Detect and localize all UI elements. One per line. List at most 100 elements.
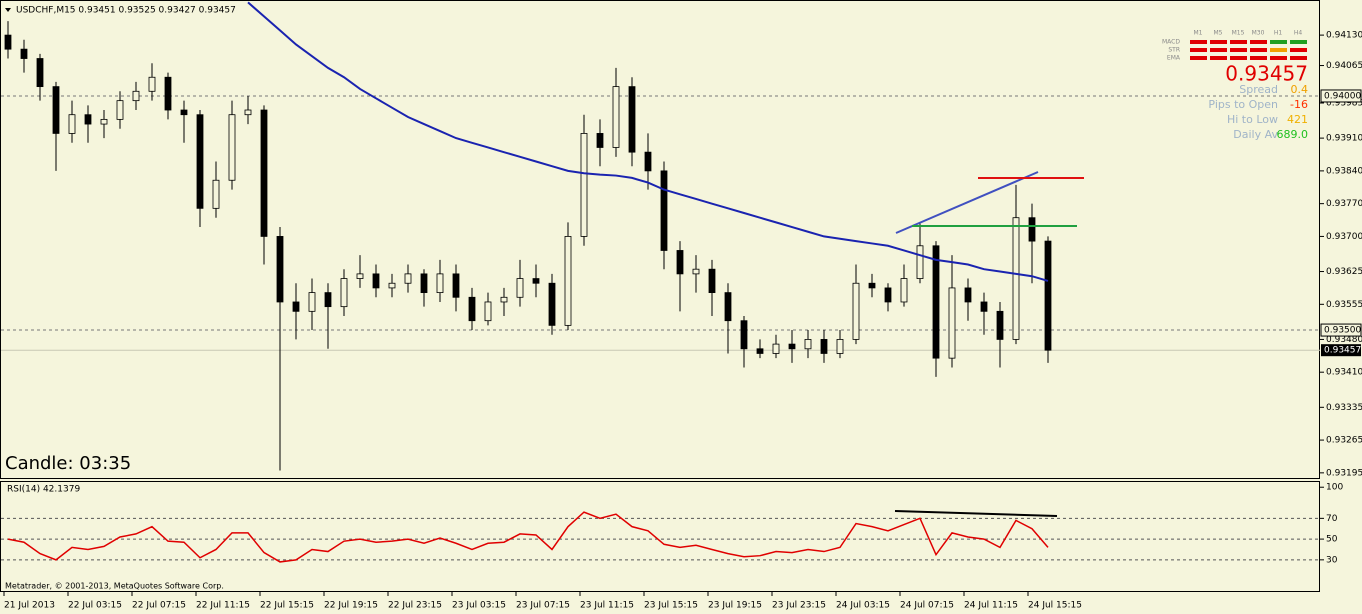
signal-cell <box>1230 48 1247 52</box>
signal-cell <box>1230 56 1247 60</box>
signal-cell <box>1230 40 1247 44</box>
info-value: 421 <box>1287 113 1308 126</box>
candle-body <box>276 236 284 303</box>
candle-body <box>1044 240 1052 351</box>
candle-body <box>708 268 716 294</box>
timeframe-label: H4 <box>1294 30 1303 37</box>
candle-body <box>660 170 668 251</box>
indicator-label: STR <box>1168 47 1180 54</box>
candle-body <box>756 348 764 354</box>
y-tick-label: 0.94065 <box>1326 61 1362 71</box>
candle-body <box>724 292 732 322</box>
chart-header: USDCHF,M15 0.93451 0.93525 0.93427 0.934… <box>16 6 236 16</box>
candle-body <box>452 273 460 298</box>
candle-body <box>340 278 348 308</box>
y-tick-label: 0.93910 <box>1326 134 1362 144</box>
candle-body <box>260 109 268 237</box>
timeframe-label: M1 <box>1194 30 1203 37</box>
y-tick-label: 0.93985 <box>1326 98 1362 108</box>
x-tick-label: 22 Jul 19:15 <box>324 601 378 611</box>
y-tick-label: 0.93410 <box>1326 368 1362 378</box>
signal-cell <box>1210 40 1227 44</box>
candle-body <box>980 301 988 312</box>
candle-body <box>68 114 76 134</box>
x-tick-label: 21 Jul 2013 <box>4 601 55 611</box>
x-tick-label: 22 Jul 23:15 <box>388 601 442 611</box>
candle-body <box>932 245 940 359</box>
rsi-layer: 100 70 50 30 <box>1 483 1343 565</box>
timeframe-label: M30 <box>1252 30 1265 37</box>
candle-body <box>1028 217 1036 242</box>
candle-body <box>1012 217 1020 340</box>
candle-body <box>420 273 428 294</box>
timeframe-label: M15 <box>1232 30 1245 37</box>
timeframe-label: H1 <box>1274 30 1283 37</box>
x-tick-label: 24 Jul 11:15 <box>964 601 1018 611</box>
signal-cell <box>1210 56 1227 60</box>
candle-body <box>964 287 972 303</box>
x-tick-label: 23 Jul 11:15 <box>580 601 634 611</box>
candle-body <box>196 114 204 209</box>
candle-body <box>868 282 876 289</box>
y-tick-label: 70 <box>1326 514 1338 524</box>
candle-body <box>740 320 748 350</box>
y-tick-label: 0.93265 <box>1326 436 1362 446</box>
x-tick-label: 23 Jul 19:15 <box>708 601 762 611</box>
y-tick-label: 0.93480 <box>1326 335 1362 345</box>
candle-body <box>116 100 124 120</box>
info-label: Pips to Open <box>1208 98 1278 111</box>
candle-body <box>36 58 44 88</box>
candle-body <box>132 90 140 102</box>
x-tick-label: 22 Jul 07:15 <box>132 601 186 611</box>
indicator-label: EMA <box>1167 55 1181 62</box>
candle-body <box>388 282 396 289</box>
candle-body <box>596 133 604 148</box>
x-tick-label: 23 Jul 03:15 <box>452 601 506 611</box>
candle-body <box>308 292 316 312</box>
signal-cell <box>1270 56 1287 60</box>
y-tick-label: 0.93555 <box>1326 300 1362 310</box>
y-tick-label: 30 <box>1326 555 1338 565</box>
candle-body <box>836 339 844 354</box>
candle-body <box>436 273 444 294</box>
signal-cell <box>1190 48 1207 52</box>
signal-cell <box>1210 48 1227 52</box>
candle-timer: Candle: 03:35 <box>5 453 131 474</box>
candle-body <box>532 278 540 284</box>
rsi-trend-line <box>894 510 1058 517</box>
candle-body <box>644 151 652 172</box>
indicator-label: MACD <box>1162 39 1180 46</box>
candle-body <box>52 86 60 134</box>
candle-body <box>500 296 508 303</box>
candle-body <box>916 245 924 279</box>
signal-cell <box>1250 40 1267 44</box>
candle-body <box>292 301 300 312</box>
candle-body <box>564 236 572 326</box>
candle-body <box>676 250 684 275</box>
candle-body <box>148 76 156 92</box>
signal-cell <box>1190 40 1207 44</box>
info-label: Hi to Low <box>1227 113 1278 126</box>
info-value: 689.0 <box>1277 128 1309 141</box>
candle-body <box>212 179 220 209</box>
candle-body <box>20 48 28 59</box>
y-tick-label: 50 <box>1326 535 1338 545</box>
candle-body <box>948 287 956 359</box>
x-tick-label: 24 Jul 15:15 <box>1028 601 1082 611</box>
rsi-header: RSI(14) 42.1379 <box>7 485 80 495</box>
x-tick-label: 24 Jul 03:15 <box>836 601 890 611</box>
candle-body <box>996 310 1004 340</box>
candle-body <box>356 273 364 279</box>
candle-body <box>580 133 588 237</box>
menu-arrow[interactable] <box>5 8 11 12</box>
level-label: 0.93500 <box>1324 326 1361 336</box>
info-value: 0.4 <box>1291 83 1309 96</box>
candle-body <box>852 282 860 340</box>
footer: Metatrader, © 2001-2013, MetaQuotes Soft… <box>5 582 224 591</box>
candle-body <box>900 278 908 303</box>
moving-average <box>247 1 1049 282</box>
candle-body <box>4 34 12 50</box>
y-tick-label: 0.94130 <box>1326 31 1362 41</box>
